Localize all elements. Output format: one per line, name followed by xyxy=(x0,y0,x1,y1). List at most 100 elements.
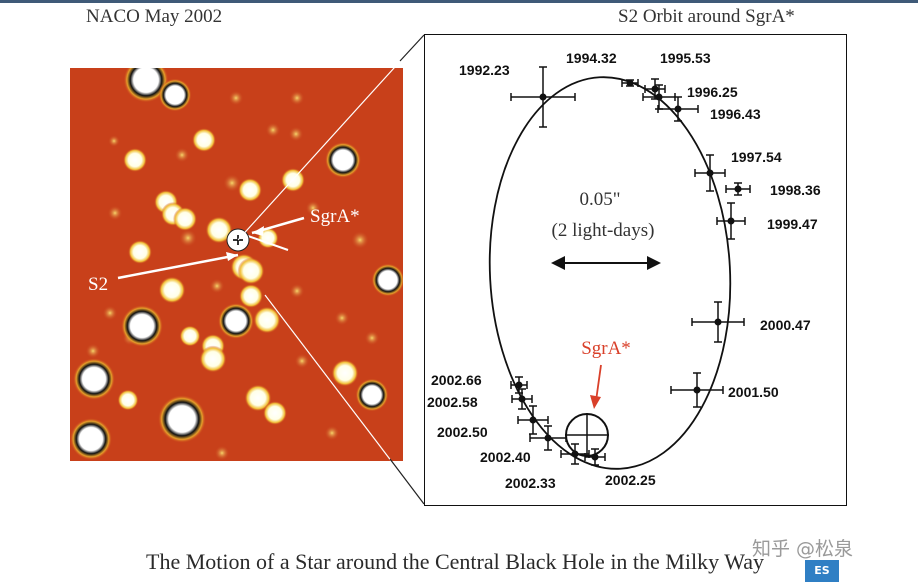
scale-arrow-left xyxy=(551,256,565,270)
star xyxy=(128,240,152,264)
epoch-point xyxy=(529,425,567,451)
star xyxy=(331,359,359,387)
star xyxy=(85,343,101,359)
epoch-dot xyxy=(693,386,701,394)
star xyxy=(209,278,225,294)
epoch-dot xyxy=(518,395,526,403)
epoch-label: 1996.43 xyxy=(710,106,761,122)
epoch-dot xyxy=(626,79,634,87)
epoch-point xyxy=(657,96,699,122)
scale-note: (2 light-days) xyxy=(552,220,655,241)
figure-caption: The Motion of a Star around the Central … xyxy=(146,549,764,574)
star xyxy=(70,418,112,460)
star xyxy=(205,216,233,244)
eso-logo: ES xyxy=(805,560,839,582)
s2-image-label: S2 xyxy=(88,274,108,295)
epoch-label: 2001.50 xyxy=(728,384,779,400)
epoch-point xyxy=(511,388,533,410)
epoch-dot xyxy=(727,217,735,225)
epoch-dot xyxy=(655,93,663,101)
epoch-point xyxy=(642,84,676,110)
epoch-label: 1994.32 xyxy=(566,50,617,66)
orbit-ellipse xyxy=(488,76,732,470)
scale-value: 0.05" xyxy=(579,189,620,210)
star xyxy=(192,128,216,152)
connector-lower-outside xyxy=(389,458,425,505)
star xyxy=(158,78,192,112)
star xyxy=(117,389,139,411)
star xyxy=(123,68,169,103)
star xyxy=(351,231,369,249)
star xyxy=(223,174,241,192)
star xyxy=(289,283,305,299)
star xyxy=(239,284,263,308)
epoch-label: 1999.47 xyxy=(767,216,818,232)
epoch-point xyxy=(691,301,745,343)
star xyxy=(121,305,163,347)
epoch-label: 1996.25 xyxy=(687,84,738,100)
epoch-labels: 1992.23 1994.32 1995.53 1996.25 1996.43 1997.… xyxy=(427,50,821,491)
orbit-diagram: 1992.23 1994.32 1995.53 1996.25 1996.43 1997.… xyxy=(427,50,821,491)
star xyxy=(73,358,115,400)
epoch-dot xyxy=(515,381,523,389)
epoch-label: 1992.23 xyxy=(459,62,510,78)
epoch-dot xyxy=(706,169,714,177)
left-panel-title: NACO May 2002 xyxy=(86,6,223,27)
epoch-point xyxy=(510,66,576,128)
star xyxy=(173,207,197,231)
star xyxy=(158,395,206,443)
star xyxy=(174,147,190,163)
epoch-dot xyxy=(539,93,547,101)
epoch-point xyxy=(716,202,746,240)
sgra-image-label: SgrA* xyxy=(310,206,360,227)
epoch-dot xyxy=(651,85,659,93)
epoch-label: 1995.53 xyxy=(660,50,711,66)
star xyxy=(289,90,305,106)
epoch-label: 2002.50 xyxy=(437,424,488,440)
epoch-label: 1997.54 xyxy=(731,149,782,165)
star xyxy=(265,122,281,138)
star xyxy=(334,310,350,326)
epoch-label: 2002.25 xyxy=(605,472,656,488)
watermark-text: 知乎 @松泉 xyxy=(752,538,854,560)
top-accent-bar xyxy=(0,0,918,3)
orbit-panel: 1992.23 1994.32 1995.53 1996.25 1996.43 1997.… xyxy=(424,34,847,506)
star xyxy=(179,325,201,347)
star xyxy=(108,135,120,147)
star xyxy=(228,90,244,106)
star xyxy=(364,330,380,346)
right-panel-title: S2 Orbit around SgrA* xyxy=(618,6,795,27)
star xyxy=(371,263,403,297)
sgra-pointer xyxy=(595,364,602,402)
star xyxy=(238,178,262,202)
epoch-label: 2002.58 xyxy=(427,394,478,410)
star xyxy=(294,353,310,369)
epoch-dot xyxy=(529,416,537,424)
epoch-label: 2002.40 xyxy=(480,449,531,465)
star xyxy=(107,205,123,221)
epoch-dot xyxy=(544,434,552,442)
star xyxy=(355,378,389,412)
star xyxy=(199,345,227,373)
naco-image: SgrA* S2 xyxy=(70,68,403,461)
star xyxy=(102,305,118,321)
sgra-orbit-label: SgrA* xyxy=(581,338,631,359)
star xyxy=(123,148,147,172)
epoch-point xyxy=(670,372,724,408)
star xyxy=(218,303,254,339)
star xyxy=(288,126,304,142)
connector-upper-outside xyxy=(399,34,425,62)
star xyxy=(179,229,197,247)
epoch-point xyxy=(644,78,666,100)
epoch-points xyxy=(510,66,751,466)
star xyxy=(324,425,340,441)
s2-arrowhead xyxy=(226,252,238,261)
star xyxy=(214,445,230,461)
star xyxy=(325,142,361,178)
epoch-point xyxy=(517,405,549,435)
epoch-dot xyxy=(714,318,722,326)
s2-arrow-line xyxy=(117,253,239,280)
star xyxy=(263,401,287,425)
epoch-dot xyxy=(674,105,682,113)
sgra-pointer-head xyxy=(590,395,601,409)
